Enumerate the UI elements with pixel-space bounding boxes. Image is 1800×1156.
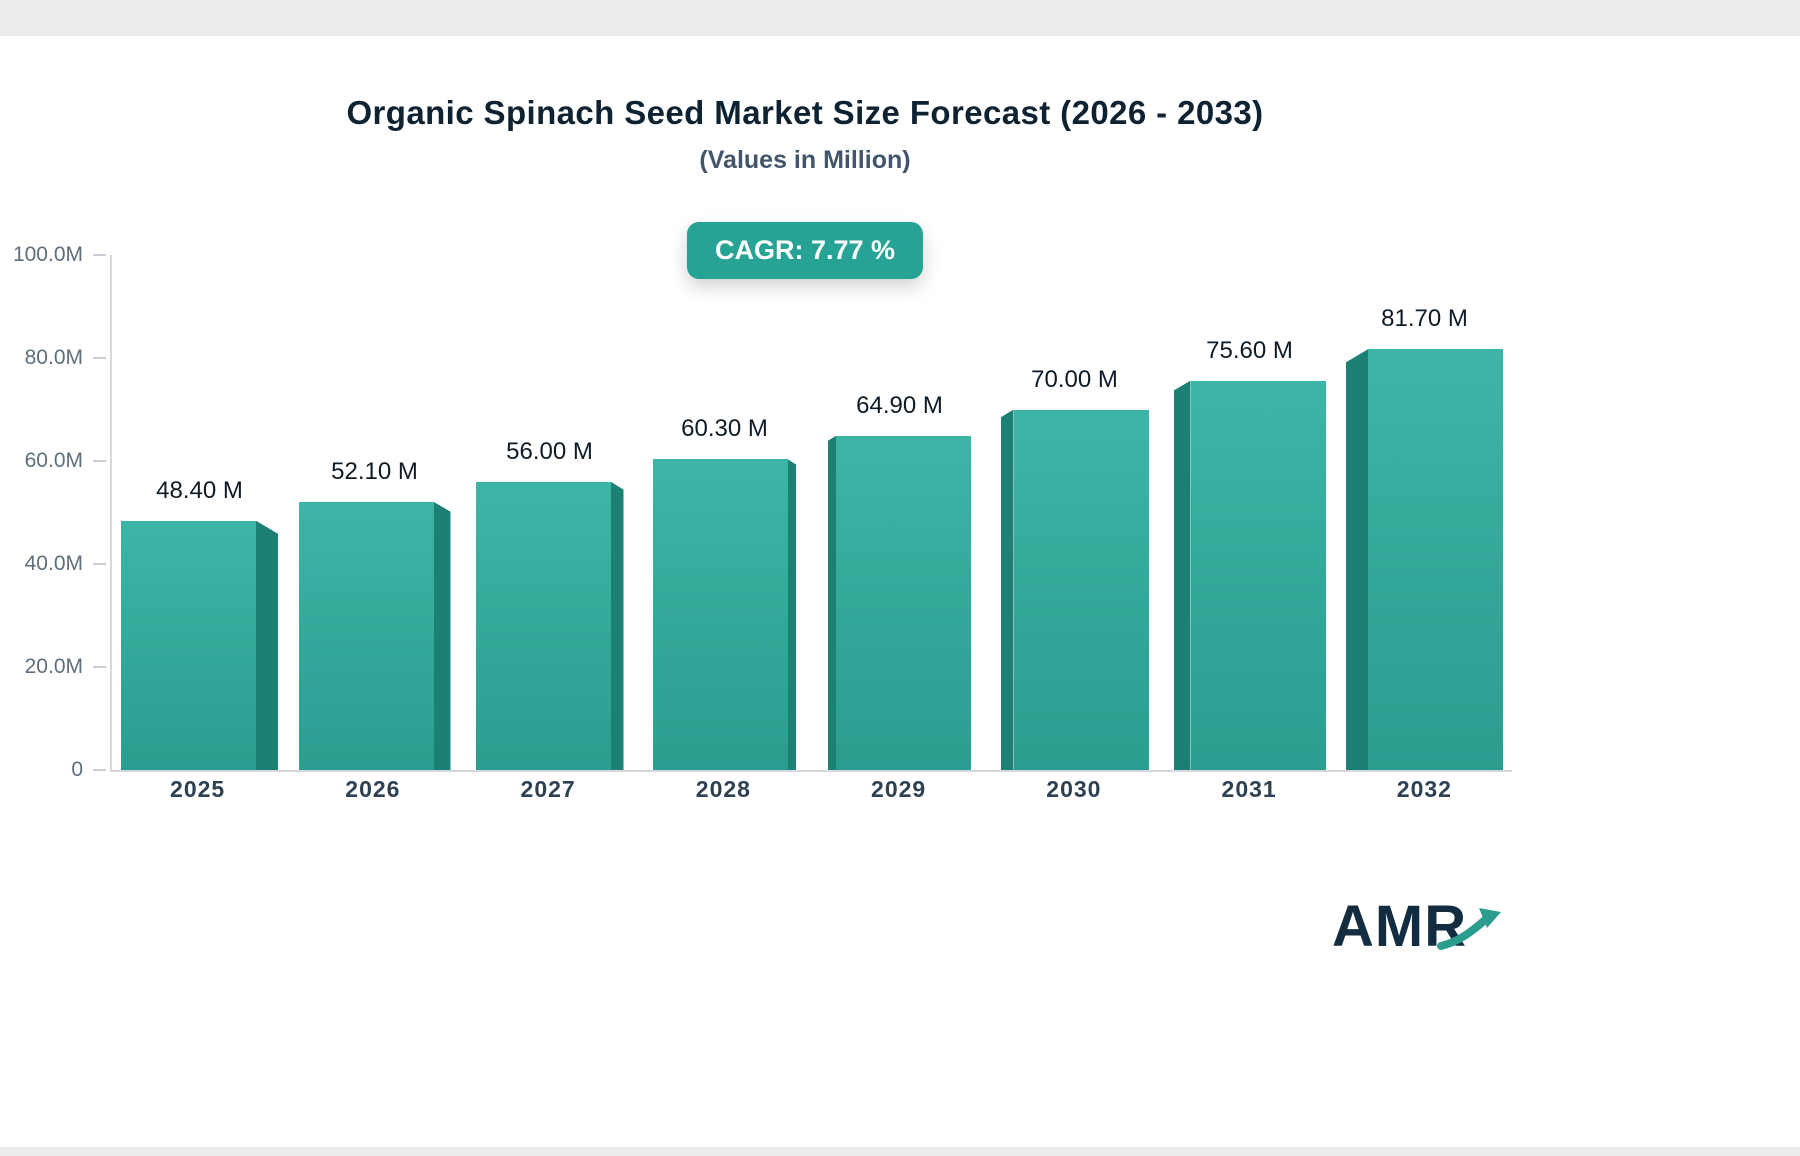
bar-value-label: 70.00 M xyxy=(1031,365,1118,393)
bar-face xyxy=(475,481,611,770)
bar[interactable] xyxy=(828,435,971,770)
y-tick-mark xyxy=(93,357,106,359)
bar-face xyxy=(1190,380,1326,770)
chart-subtitle: (Values in Million) xyxy=(699,146,911,174)
bar-face xyxy=(1368,349,1503,770)
bar-group: 64.90 M xyxy=(812,255,987,770)
y-tick-mark xyxy=(93,563,106,565)
bar-value-label: 48.40 M xyxy=(156,476,243,504)
x-axis-category-label: 2032 xyxy=(1396,776,1452,802)
bar-value-label: 52.10 M xyxy=(331,457,418,485)
y-tick: 20.0M xyxy=(5,655,112,679)
bar-3d-side xyxy=(433,501,451,770)
bar-group: 81.70 M xyxy=(1337,255,1512,770)
bar-3d-side xyxy=(828,435,836,770)
y-tick-label: 20.0M xyxy=(24,655,83,678)
y-tick-label: 100.0M xyxy=(12,243,83,266)
bar-face xyxy=(1013,409,1149,770)
bar-group: 60.30 M xyxy=(637,255,812,770)
bar[interactable] xyxy=(1173,380,1326,770)
x-axis-category-label: 2025 xyxy=(170,776,226,802)
bar[interactable] xyxy=(475,481,624,770)
bar-value-label: 64.90 M xyxy=(856,391,943,419)
x-axis-category-label: 2028 xyxy=(695,776,751,802)
bar-3d-side xyxy=(1346,349,1368,770)
y-tick-mark xyxy=(93,254,106,256)
y-tick-label: 60.0M xyxy=(24,449,83,472)
bar[interactable] xyxy=(1000,409,1149,770)
x-axis-category-label: 2027 xyxy=(520,776,576,802)
y-tick: 100.0M xyxy=(5,243,112,267)
y-tick-label: 0 xyxy=(71,758,83,781)
y-tick: 80.0M xyxy=(5,346,112,370)
bar-face xyxy=(298,501,434,770)
bar-group: 70.00 M xyxy=(987,255,1162,770)
bar-3d-side xyxy=(1173,380,1191,770)
bar[interactable] xyxy=(121,520,278,770)
bar-group: 52.10 M xyxy=(287,255,462,770)
x-axis-category-label: 2029 xyxy=(871,776,927,802)
bar-3d-side xyxy=(1000,409,1014,770)
y-tick-mark xyxy=(93,666,106,668)
y-tick-mark xyxy=(93,769,106,771)
growth-arrow-icon xyxy=(1437,908,1502,950)
bar-face xyxy=(121,520,256,770)
y-tick: 60.0M xyxy=(5,449,112,473)
y-tick-label: 40.0M xyxy=(24,552,83,575)
bar-group: 75.60 M xyxy=(1162,255,1337,770)
bar[interactable] xyxy=(298,501,451,770)
x-axis-category-label: 2026 xyxy=(345,776,401,802)
x-axis-category-label: 2031 xyxy=(1221,776,1277,802)
y-tick: 40.0M xyxy=(5,552,112,576)
cagr-badge: CAGR: 7.77 % xyxy=(686,222,924,279)
chart-container: Organic Spinach Seed Market Size Forecas… xyxy=(0,36,1610,1056)
bar-3d-side xyxy=(610,481,624,770)
bars-row: 48.40 M 52.10 M 56.00 M 60.30 M 64.90 M 70.00… xyxy=(112,255,1512,770)
bar-face xyxy=(653,459,788,770)
bar-value-label: 81.70 M xyxy=(1381,305,1468,333)
plot-area: 100.0M 80.0M 60.0M 40.0M 20.0M 0 48.40 M 52.10… xyxy=(13,243,1512,781)
page-bottom-band xyxy=(0,1147,1800,1156)
bar-face xyxy=(836,435,971,770)
bar-group: 56.00 M xyxy=(462,255,637,770)
y-tick-mark xyxy=(93,460,106,462)
bar-group: 48.40 M xyxy=(112,255,287,770)
amr-logo: AMR xyxy=(1332,888,1503,964)
y-axis-labels: 100.0M 80.0M 60.0M 40.0M 20.0M 0 xyxy=(13,243,1512,781)
bar-3d-side xyxy=(256,520,278,770)
y-tick-label: 80.0M xyxy=(24,346,83,369)
bar-value-label: 56.00 M xyxy=(506,437,593,465)
x-axis-labels: 2025 2026 2027 2028 2029 2030 2031 2032 xyxy=(110,776,1512,803)
page-top-band xyxy=(0,0,1800,36)
y-tick: 0 xyxy=(5,758,112,782)
bar[interactable] xyxy=(1346,349,1503,770)
bar[interactable] xyxy=(653,459,796,770)
bar-value-label: 75.60 M xyxy=(1206,336,1293,364)
bar-value-label: 60.30 M xyxy=(681,415,768,443)
bar-3d-side xyxy=(788,459,796,770)
chart-title: Organic Spinach Seed Market Size Forecas… xyxy=(346,94,1264,131)
x-axis-category-label: 2030 xyxy=(1046,776,1102,802)
